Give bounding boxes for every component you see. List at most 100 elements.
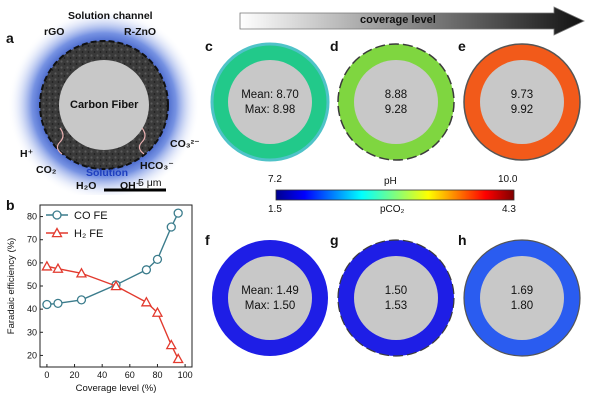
co-fe-point bbox=[42, 299, 52, 310]
x-tick-label: 40 bbox=[97, 370, 107, 380]
pco2-mean-g: 1.50 bbox=[384, 285, 408, 297]
coverage-arrow-label: coverage level bbox=[360, 14, 436, 26]
label-hco3: HCO₃⁻ bbox=[140, 160, 174, 172]
label-co2: CO₂ bbox=[36, 164, 57, 176]
pco2-max-h: 1.80 bbox=[510, 300, 534, 312]
core-e bbox=[480, 60, 564, 144]
ph-mean-d: 8.88 bbox=[384, 89, 408, 101]
colorbar-pco2-min: 1.5 bbox=[268, 204, 282, 215]
y-tick-label: 80 bbox=[27, 212, 37, 222]
pco2-mean-f: Mean: 1.49 bbox=[241, 285, 299, 297]
colorbar-ph-min: 7.2 bbox=[268, 174, 282, 185]
x-tick-label: 0 bbox=[44, 370, 49, 380]
ph-map-ring-c bbox=[210, 42, 330, 162]
co2-curl-right bbox=[138, 127, 146, 155]
label-rgo: rGO bbox=[44, 26, 65, 38]
h2-fe-point bbox=[41, 260, 53, 271]
ph-mean-c: Mean: 8.70 bbox=[241, 89, 299, 101]
pco2-values-g: 1.50 1.53 bbox=[351, 284, 441, 314]
colorbar-pco2-label: pCO₂ bbox=[380, 204, 405, 215]
co-fe-point bbox=[141, 265, 152, 275]
x-axis-label: Coverage level (%) bbox=[76, 383, 157, 394]
colorbar bbox=[275, 189, 515, 201]
x-tick-label: 60 bbox=[125, 370, 135, 380]
h2-fe-point bbox=[151, 306, 164, 317]
co-fe-point bbox=[53, 298, 63, 309]
label-r-zno: R-ZnO bbox=[124, 26, 157, 38]
ph-max-c: Max: 8.98 bbox=[244, 104, 296, 116]
y-axis-label: Faradaic efficiency (%) bbox=[6, 238, 17, 334]
core-f bbox=[228, 256, 312, 340]
co-fe-point bbox=[76, 295, 87, 305]
co-fe-legend-label: CO FE bbox=[74, 210, 108, 222]
label-carbon-fiber: Carbon Fiber bbox=[70, 99, 139, 111]
x-tick-label: 80 bbox=[152, 370, 162, 380]
panel-letter-e: e bbox=[458, 38, 466, 54]
co-fe-legend-marker bbox=[52, 210, 62, 220]
pco2-map-ring-g bbox=[337, 239, 455, 357]
h2-fe-line bbox=[46, 265, 179, 360]
core-d bbox=[354, 60, 438, 144]
panel-letter-f: f bbox=[205, 232, 210, 248]
y-tick-label: 60 bbox=[27, 258, 37, 268]
h2-fe-point bbox=[52, 262, 64, 273]
pco2-map-ring-h bbox=[463, 239, 581, 357]
y-tick-label: 30 bbox=[27, 327, 37, 337]
ph-values-d: 8.88 9.28 bbox=[351, 88, 441, 118]
ph-values-c: Mean: 8.70 Max: 8.98 bbox=[225, 88, 315, 118]
co-fe-point bbox=[152, 254, 163, 265]
pco2-values-f: Mean: 1.49 Max: 1.50 bbox=[225, 284, 315, 314]
core-h bbox=[480, 256, 564, 340]
ph-mean-e: 9.73 bbox=[510, 89, 534, 101]
ph-max-e: 9.92 bbox=[510, 104, 534, 116]
panel-letter-b: b bbox=[6, 197, 15, 213]
pco2-max-f: Max: 1.50 bbox=[244, 300, 296, 312]
colorbar-pco2-max: 4.3 bbox=[502, 204, 516, 215]
y-tick-label: 40 bbox=[27, 304, 37, 314]
panel-b: b 0 20 40 60 80 100 20 30 40 50 60 70 80 Coverage lev… bbox=[0, 195, 200, 402]
h2-fe-point bbox=[172, 353, 184, 364]
carbon-fiber-core bbox=[59, 60, 149, 150]
label-solution: Solution bbox=[86, 167, 128, 179]
h2-fe-point bbox=[110, 280, 122, 291]
ph-max-d: 9.28 bbox=[384, 104, 408, 116]
label-co3: CO₃²⁻ bbox=[170, 138, 200, 150]
h2-fe-point bbox=[140, 296, 153, 307]
y-tick-label: 20 bbox=[27, 350, 37, 360]
faradaic-efficiency-chart: 0 20 40 60 80 100 20 30 40 50 60 70 80 Coverage level… bbox=[6, 204, 193, 394]
co2-curl-left bbox=[56, 127, 64, 155]
panel-letter-h: h bbox=[458, 232, 467, 248]
colorbar-ph-label: pH bbox=[384, 176, 397, 187]
label-h2o: H₂O bbox=[76, 180, 97, 192]
scale-bar-label: 5 μm bbox=[138, 177, 162, 189]
ph-map-ring-e bbox=[463, 43, 581, 161]
y-tick-label: 70 bbox=[27, 235, 37, 245]
h2-fe-point bbox=[165, 339, 177, 350]
colorbar-ph-max: 10.0 bbox=[498, 174, 518, 185]
panel-letter-c: c bbox=[205, 38, 213, 54]
pco2-values-h: 1.69 1.80 bbox=[477, 284, 567, 314]
h2-fe-point bbox=[75, 267, 88, 278]
coverage-arrow bbox=[239, 6, 585, 36]
pco2-max-g: 1.53 bbox=[384, 300, 408, 312]
x-tick-label: 100 bbox=[178, 370, 193, 380]
pco2-mean-h: 1.69 bbox=[510, 285, 534, 297]
panel-letter-a: a bbox=[6, 30, 14, 46]
co-fe-point bbox=[173, 208, 183, 218]
y-tick-label: 50 bbox=[27, 281, 37, 291]
core-c bbox=[228, 60, 312, 144]
x-tick-label: 20 bbox=[70, 370, 80, 380]
panel-letter-d: d bbox=[330, 38, 339, 54]
core-g bbox=[354, 256, 438, 340]
panel-a: a Solution channel rGO R-ZnO Carbon Fibe… bbox=[0, 0, 200, 195]
label-h-plus: H⁺ bbox=[20, 148, 34, 160]
ph-values-e: 9.73 9.92 bbox=[477, 88, 567, 118]
panel-letter-g: g bbox=[330, 232, 339, 248]
label-oh: OH⁻ bbox=[120, 180, 142, 192]
h2-fe-legend-label: H₂ FE bbox=[74, 228, 103, 240]
fiber-cross-section-diagram bbox=[8, 9, 200, 195]
label-solution-channel: Solution channel bbox=[68, 10, 153, 22]
pco2-map-ring-f bbox=[212, 240, 328, 356]
h2-fe-legend-marker bbox=[51, 227, 63, 238]
co-fe-point bbox=[166, 222, 176, 232]
